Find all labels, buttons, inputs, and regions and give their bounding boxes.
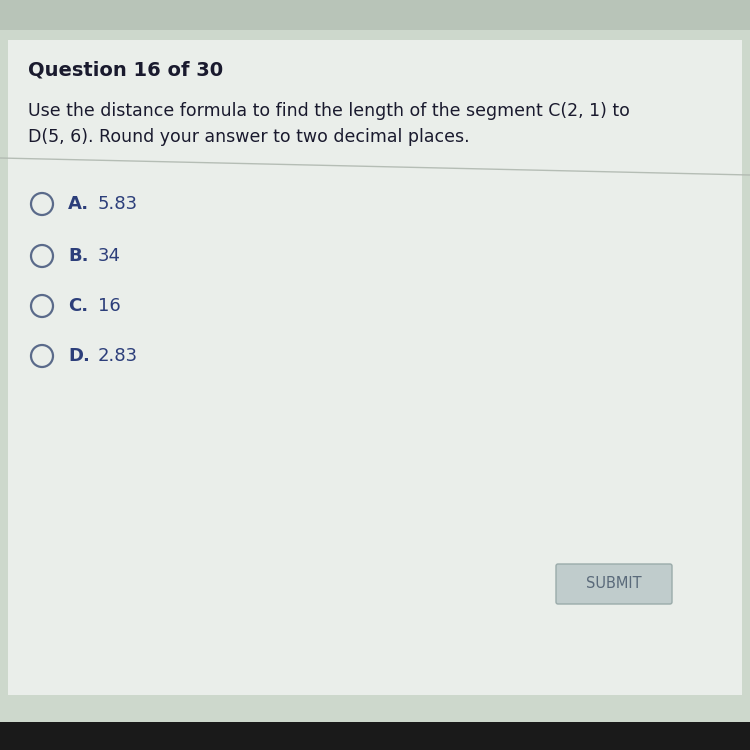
Text: 5.83: 5.83 xyxy=(98,195,138,213)
Text: B.: B. xyxy=(68,247,88,265)
FancyBboxPatch shape xyxy=(556,564,672,604)
Text: D(5, 6). Round your answer to two decimal places.: D(5, 6). Round your answer to two decima… xyxy=(28,128,470,146)
Text: 34: 34 xyxy=(98,247,121,265)
Text: 2.83: 2.83 xyxy=(98,347,138,365)
Text: Use the distance formula to find the length of the segment C(2, 1) to: Use the distance formula to find the len… xyxy=(28,102,630,120)
FancyBboxPatch shape xyxy=(8,40,742,695)
Text: D.: D. xyxy=(68,347,90,365)
FancyBboxPatch shape xyxy=(0,722,750,750)
Text: A.: A. xyxy=(68,195,89,213)
Text: C.: C. xyxy=(68,297,88,315)
FancyBboxPatch shape xyxy=(0,0,750,30)
Text: SUBMIT: SUBMIT xyxy=(586,577,642,592)
Text: Question 16 of 30: Question 16 of 30 xyxy=(28,60,224,79)
Text: 16: 16 xyxy=(98,297,121,315)
